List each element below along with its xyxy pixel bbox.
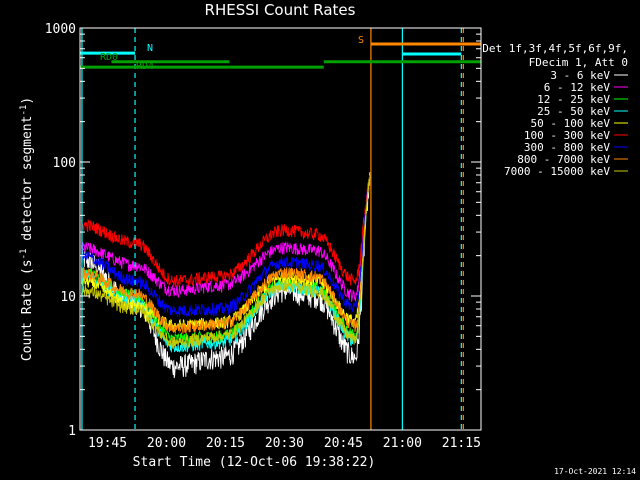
annotation-label: RD4 [136,61,154,72]
y-tick-label: 10 [60,290,76,305]
y-axis-label-part: Count Rate (s [20,259,35,361]
legend-label: 300 - 800 keV [524,141,610,154]
chart-title: RHESSI Count Rates [205,1,356,19]
legend-header-line: FDecim 1, Att 0 [529,56,628,69]
x-tick-label: 21:00 [383,436,422,451]
legend-label: 7000 - 15000 keV [504,165,610,178]
x-tick-label: 20:45 [324,436,363,451]
series-line [80,183,371,334]
legend-label: 25 - 50 keV [537,105,610,118]
x-tick-label: 20:00 [147,436,186,451]
x-tick-label: 20:15 [206,436,245,451]
legend: Det 1f,3f,4f,5f,6f,9f, FDecim 1, Att 0 3… [482,42,628,178]
annotation-label: N [147,43,153,54]
x-tick-label: 19:45 [88,436,127,451]
legend-label: 800 - 7000 keV [517,153,610,166]
y-tick-label: 1 [68,424,76,439]
plot-frame [79,27,482,431]
y-axis-label-part: ) [20,97,35,105]
generated-timestamp: 17-Oct-2021 12:14 [554,467,636,476]
plot-content: RD0 RD4 N S [80,28,481,430]
legend-label: 6 - 12 keV [544,81,611,94]
x-axis-ticks: 19:45 20:00 20:15 20:30 20:45 21:00 21:15 [88,436,481,451]
y-axis-ticks: 1 10 100 1000 [45,22,481,439]
y-tick-label: 1000 [45,22,76,37]
y-axis-label-part: detector segment [20,116,35,249]
series-line [80,178,371,318]
legend-label: 50 - 100 keV [531,117,611,130]
x-axis-label: Start Time (12-Oct-06 19:38:22) [133,455,376,470]
x-tick-label: 21:15 [442,436,481,451]
y-axis-label-exponent: -1 [19,105,29,116]
legend-label: 3 - 6 keV [550,69,610,82]
series-line [80,175,371,288]
y-axis-label-exponent: -1 [19,249,29,260]
y-axis-label: Count Rate (s-1 detector segment-1) [19,97,35,361]
y-tick-label: 100 [53,156,76,171]
legend-header-line: Det 1f,3f,4f,5f,6f,9f, [482,42,628,55]
legend-label: 12 - 25 keV [537,93,610,106]
legend-label: 100 - 300 keV [524,129,610,142]
series-line [80,172,371,379]
annotation-label: RD0 [100,52,118,63]
annotation-label: S [358,35,364,46]
series-line [80,176,371,349]
x-tick-label: 20:30 [265,436,304,451]
